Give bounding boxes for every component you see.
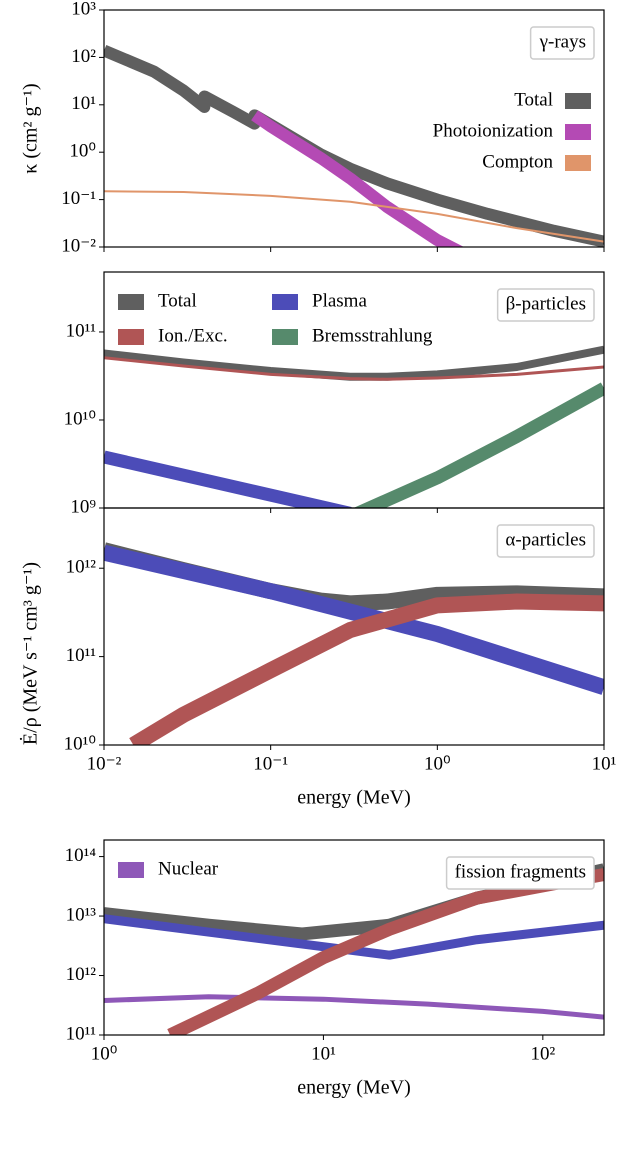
x-tick-label: 10⁻² bbox=[87, 753, 122, 774]
y-tick-label: 10⁹ bbox=[70, 496, 96, 517]
series-line bbox=[104, 356, 604, 381]
series-line bbox=[104, 544, 604, 695]
y-tick-label: 10⁻¹ bbox=[61, 188, 96, 209]
legend-label: Ion./Exc. bbox=[158, 325, 228, 346]
annotation-box bbox=[445, 856, 595, 890]
series-group bbox=[104, 542, 604, 745]
y-axis-label: Ė/ρ (MeV s⁻¹ cm³ g⁻¹) bbox=[19, 562, 42, 745]
legend-swatch bbox=[272, 294, 298, 310]
y-tick-label: 10⁰ bbox=[69, 141, 96, 162]
legend-label: Total bbox=[514, 89, 553, 110]
y-tick-label: 10¹¹ bbox=[66, 645, 97, 666]
series-line bbox=[104, 450, 352, 508]
legend-label: Nuclear bbox=[158, 858, 219, 879]
legend-label: Bremsstrahlung bbox=[312, 325, 433, 346]
y-tick-label: 10² bbox=[71, 46, 96, 67]
y-tick-label: 10¹² bbox=[66, 557, 97, 578]
panel: 10⁹ 10¹⁰ 10¹¹ β-particles Total Ion./Exc. Plas… bbox=[64, 271, 605, 517]
series-line bbox=[104, 914, 604, 960]
x-tick-label: 10¹ bbox=[311, 1043, 336, 1064]
panel: 10¹⁰ 10¹¹ 10¹² 10⁻² 10⁻¹ 10⁰ 10¹ energy (MeV) Ė/… bbox=[19, 507, 617, 809]
y-axis-label: κ (cm² g⁻¹) bbox=[20, 83, 42, 173]
series-line bbox=[251, 110, 464, 247]
x-tick-label: 10⁰ bbox=[424, 753, 451, 774]
y-tick-label: 10¹⁰ bbox=[64, 408, 96, 429]
axes-frame bbox=[103, 839, 605, 1036]
series-group bbox=[104, 44, 604, 247]
annotation: fission fragments bbox=[455, 861, 586, 882]
x-tick-label: 10¹ bbox=[592, 753, 617, 774]
panel: 10¹¹ 10¹² 10¹³ 10¹⁴ 10⁰ 10¹ 10² energy (MeV) fis… bbox=[65, 839, 605, 1099]
annotation-box bbox=[496, 288, 595, 322]
annotation: β-particles bbox=[506, 293, 586, 314]
series-line bbox=[104, 994, 604, 1020]
annotation: α-particles bbox=[505, 529, 586, 550]
legend-label: Compton bbox=[482, 151, 553, 172]
y-tick-label: 10⁻² bbox=[61, 235, 96, 256]
series-line bbox=[167, 868, 604, 1035]
annotation-box bbox=[529, 26, 595, 60]
y-tick-label: 10¹¹ bbox=[66, 1023, 97, 1044]
panel: 10⁻² 10⁻¹ 10⁰ 10¹ 10² 10³ κ (cm² g⁻¹) γ-rays Tot… bbox=[20, 0, 605, 256]
legend-swatch bbox=[565, 93, 591, 109]
series-line bbox=[104, 44, 604, 247]
series-line bbox=[104, 190, 604, 243]
y-tick-label: 10¹² bbox=[66, 964, 97, 985]
legend-swatch bbox=[118, 329, 144, 345]
y-tick-label: 10¹⁰ bbox=[64, 733, 96, 754]
legend-swatch bbox=[118, 862, 144, 878]
x-tick-label: 10⁰ bbox=[91, 1043, 118, 1064]
y-tick-label: 10³ bbox=[71, 0, 96, 19]
y-tick-label: 10¹⁴ bbox=[65, 845, 97, 866]
y-tick-label: 10¹³ bbox=[66, 904, 97, 925]
legend-label: Total bbox=[158, 290, 197, 311]
legend-label: Plasma bbox=[312, 290, 367, 311]
legend-label: Photoionization bbox=[433, 120, 554, 141]
x-axis-label: energy (MeV) bbox=[297, 1077, 410, 1099]
series-group bbox=[104, 345, 604, 508]
y-tick-label: 10¹ bbox=[71, 93, 96, 114]
x-tick-label: 10⁻¹ bbox=[253, 753, 288, 774]
legend-swatch bbox=[565, 155, 591, 171]
axes-frame bbox=[103, 507, 605, 746]
legend-swatch bbox=[118, 294, 144, 310]
x-axis-label: energy (MeV) bbox=[297, 787, 410, 809]
series-group bbox=[104, 863, 604, 1035]
series-line bbox=[104, 345, 604, 381]
x-tick-label: 10² bbox=[530, 1043, 555, 1064]
legend-swatch bbox=[272, 329, 298, 345]
axes-frame bbox=[103, 9, 605, 248]
y-tick-label: 10¹¹ bbox=[66, 320, 97, 341]
series-line bbox=[129, 593, 604, 745]
annotation-box bbox=[496, 524, 595, 558]
annotation: γ-rays bbox=[539, 31, 586, 52]
legend-swatch bbox=[565, 124, 591, 140]
series-line bbox=[353, 382, 604, 508]
